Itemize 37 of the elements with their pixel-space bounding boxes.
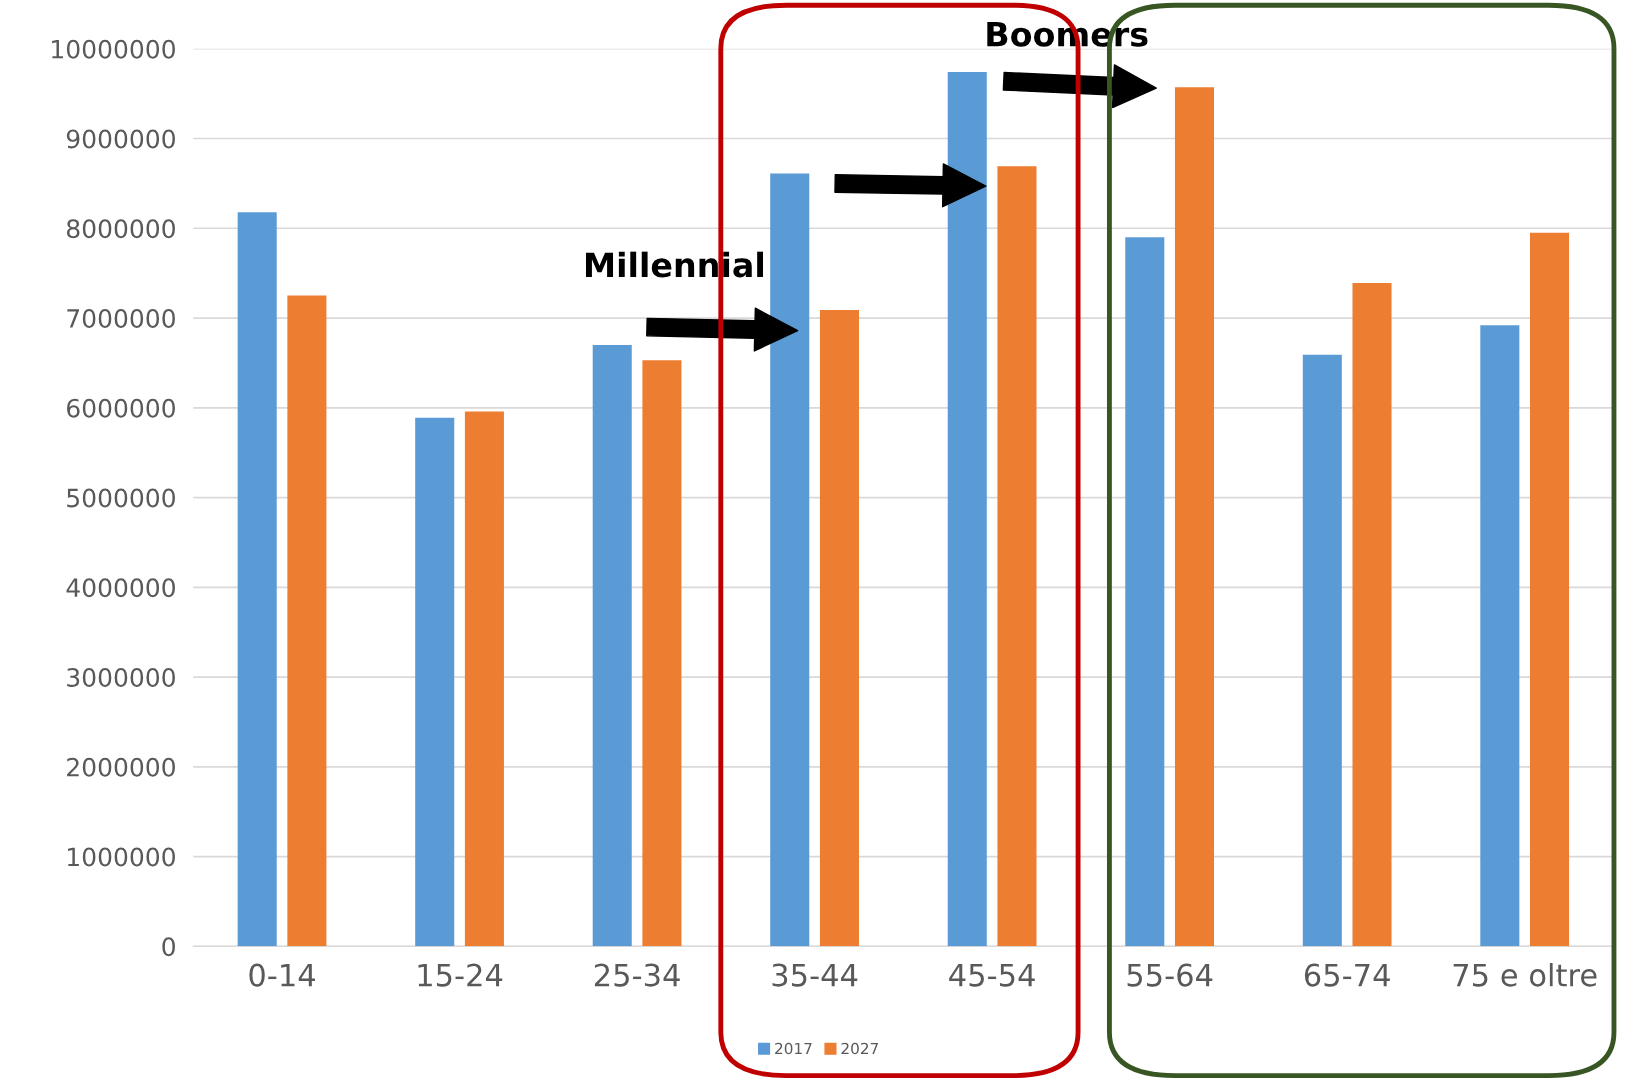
bar <box>997 166 1037 947</box>
bar <box>770 173 810 947</box>
bar <box>1125 237 1165 947</box>
x-tick-label: 25-34 <box>594 963 680 987</box>
x-tick-label: 65-74 <box>1304 963 1390 987</box>
bar <box>1530 232 1570 947</box>
bar <box>1480 325 1520 947</box>
y-tick-label: 1000000 <box>68 847 175 867</box>
y-tick-label: 10000000 <box>52 39 175 59</box>
y-tick-label: 8000000 <box>66 219 175 239</box>
y-tick-label: 0 <box>162 937 175 957</box>
x-tick-label: 0-14 <box>249 963 315 987</box>
y-tick-label: 6000000 <box>67 398 175 418</box>
y-tick-label: 3000000 <box>67 668 175 687</box>
x-tick-label: 75 e oltre <box>1453 963 1597 987</box>
bar <box>592 344 632 947</box>
x-tick-label: 55-64 <box>1127 963 1213 987</box>
bar <box>464 411 504 947</box>
x-tick-label: 35-44 <box>772 963 858 987</box>
bar <box>1352 283 1392 947</box>
bar <box>1174 87 1215 947</box>
legend-label: 2027 <box>841 1042 878 1055</box>
y-tick-label: 4000000 <box>66 578 175 598</box>
bar <box>415 417 455 947</box>
y-tick-label: 9000000 <box>66 129 175 149</box>
legend-label: 2017 <box>775 1042 812 1055</box>
bar <box>237 212 277 947</box>
x-tick-label: 45-54 <box>949 963 1035 987</box>
bar <box>819 309 859 947</box>
bar <box>1302 354 1342 947</box>
bar <box>642 360 682 947</box>
bar <box>947 72 987 947</box>
y-tick-label: 5000000 <box>67 488 175 508</box>
x-tick-label: 15-24 <box>418 963 503 987</box>
y-tick-label: 7000000 <box>67 308 175 328</box>
y-tick-label: 2000000 <box>67 757 175 777</box>
bar <box>287 295 327 947</box>
